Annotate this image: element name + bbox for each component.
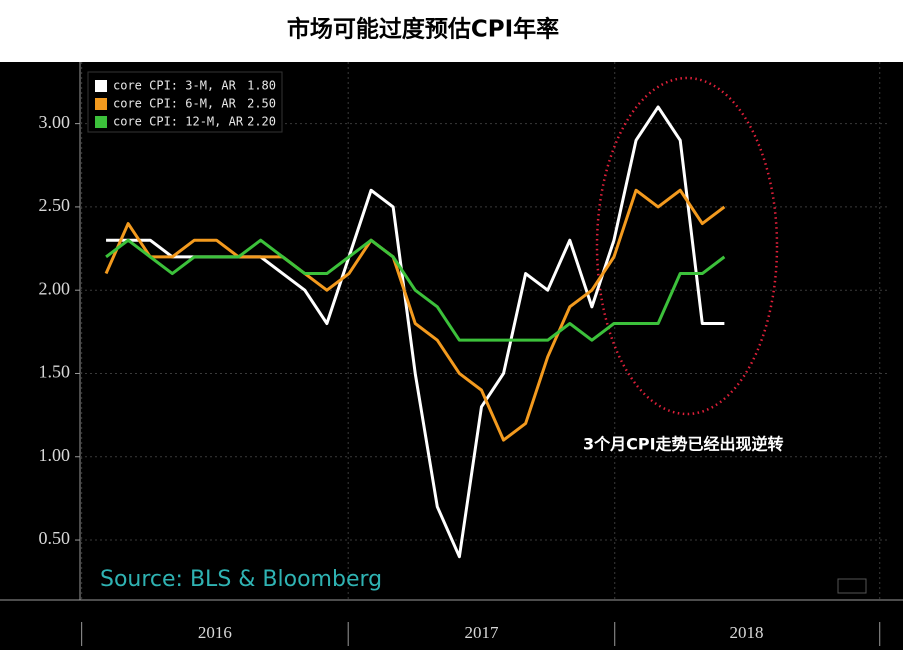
y-tick-label: 2.50 (39, 195, 71, 215)
y-tick-label: 1.50 (39, 362, 71, 382)
chart-title: 市场可能过度预估CPI年率 (287, 16, 559, 43)
series-line (105, 238, 726, 342)
plot-background (0, 62, 903, 650)
legend-value: 1.80 (247, 79, 276, 93)
chart-icon (837, 578, 867, 594)
y-tick-label: 3.00 (39, 112, 71, 132)
annotation: 3个月CPI走势已经出现逆转 (583, 435, 784, 454)
series-line (104, 188, 726, 442)
x-tick-label: 2016 (198, 623, 232, 642)
y-tick-label: 1.00 (39, 445, 71, 465)
source: Source: BLS & Bloomberg (100, 567, 382, 592)
legend-swatch (95, 98, 107, 110)
y-tick-label: 2.00 (39, 278, 71, 298)
legend-label: core CPI: 3-M, AR (113, 79, 237, 93)
legend-label: core CPI: 12-M, AR (113, 115, 244, 129)
x-tick-label: 2018 (729, 623, 763, 642)
legend-swatch (95, 116, 107, 128)
y-tick-label: 0.50 (39, 528, 71, 548)
legend-swatch (95, 80, 107, 92)
legend (87, 71, 283, 133)
x-tick-label: 2017 (464, 623, 499, 642)
title-band (0, 0, 903, 62)
legend-label: core CPI: 6-M, AR (113, 97, 237, 111)
highlight-ellipse (595, 76, 779, 416)
legend-value: 2.20 (247, 115, 276, 129)
legend-value: 2.50 (247, 97, 276, 111)
